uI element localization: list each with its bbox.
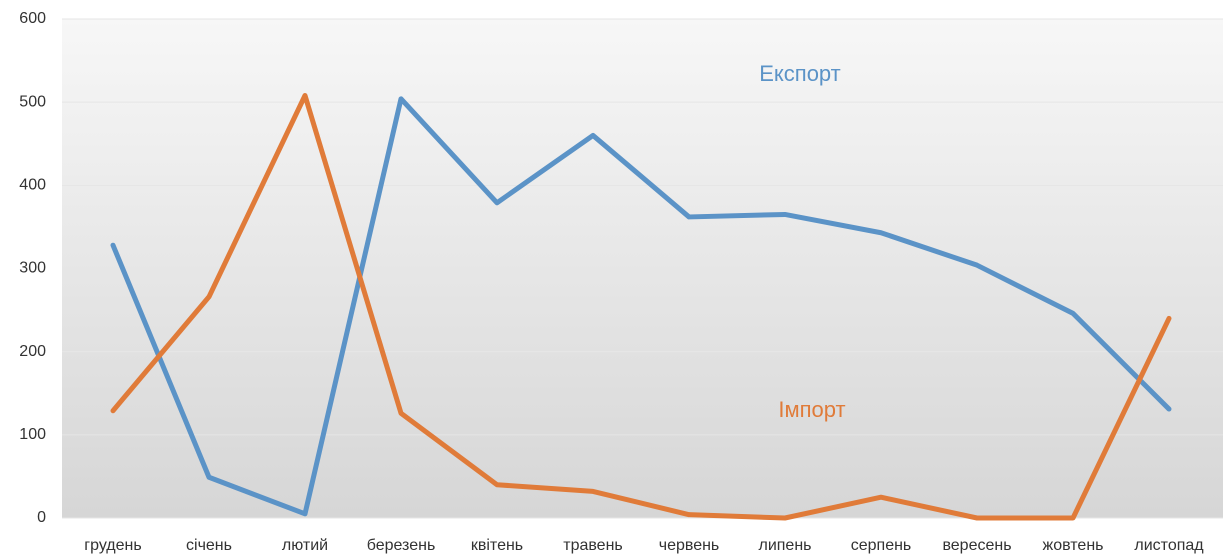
- x-tick-label: лютий: [282, 537, 328, 554]
- x-tick-label: грудень: [84, 537, 141, 554]
- x-tick-label: квітень: [471, 537, 523, 554]
- series-line: [110, 93, 1172, 521]
- y-tick-label: 200: [19, 343, 46, 360]
- series-line: [110, 96, 1172, 517]
- y-tick-label: 100: [19, 426, 46, 443]
- x-tick-label: липень: [758, 537, 811, 554]
- x-tick-label: вересень: [942, 537, 1011, 554]
- series-label: Експорт: [759, 61, 841, 86]
- y-tick-label: 0: [37, 509, 46, 526]
- y-tick-label: 300: [19, 260, 46, 277]
- y-tick-label: 500: [19, 93, 46, 110]
- y-tick-label: 400: [19, 177, 46, 194]
- x-tick-label: жовтень: [1043, 537, 1104, 554]
- y-tick-label: 600: [19, 10, 46, 27]
- x-tick-label: листопад: [1134, 537, 1204, 554]
- x-tick-label: травень: [563, 537, 623, 554]
- x-tick-label: січень: [186, 537, 232, 554]
- series-label: Імпорт: [778, 397, 845, 422]
- x-tick-label: березень: [367, 537, 436, 554]
- x-tick-label: серпень: [851, 537, 912, 554]
- x-tick-label: червень: [659, 537, 720, 554]
